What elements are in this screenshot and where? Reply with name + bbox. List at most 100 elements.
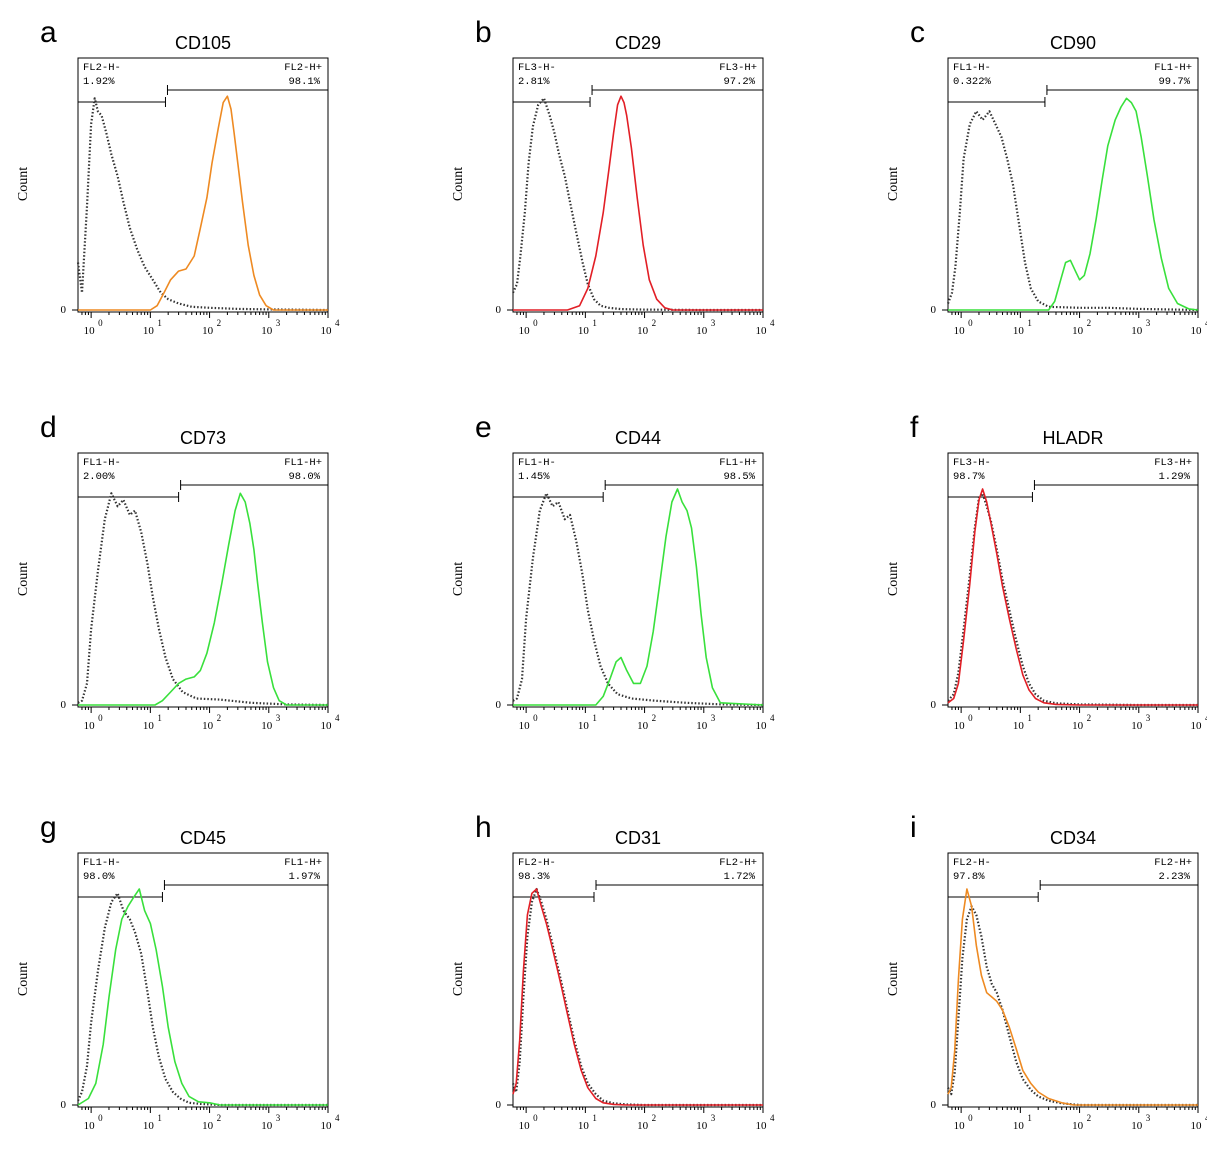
y-tick-label-zero: 0	[61, 304, 67, 316]
x-tick-label: 10	[696, 720, 708, 732]
y-tick-label-zero: 0	[496, 304, 502, 316]
chart-panel-b: b CD29 Count 0 10 0 10 1 10 2 10 3 10 4 FL3-H- 2.81% FL3…	[435, 0, 835, 375]
marker-histogram-line	[513, 488, 764, 706]
x-tick-exponent: 4	[1205, 318, 1207, 328]
x-tick-label: 10	[1013, 325, 1024, 337]
x-tick-exponent: 1	[592, 1113, 597, 1123]
marker-histogram-line	[78, 95, 328, 311]
gate-left-name: FL1-H-	[953, 62, 991, 74]
x-tick-exponent: 2	[217, 318, 222, 328]
chart-title: CD44	[614, 428, 662, 448]
gate-right-percent: 98.0%	[288, 471, 320, 483]
gate-right-percent: 2.23%	[1158, 871, 1190, 883]
panel-letter: c	[910, 16, 925, 49]
axes-frame	[512, 852, 764, 1108]
marker-histogram-line	[77, 888, 328, 1106]
axes-frame	[947, 852, 1199, 1108]
marker-histogram-line	[947, 888, 1198, 1106]
x-tick-exponent: 0	[968, 713, 973, 723]
gate-left-name: FL2-H-	[518, 857, 556, 869]
gate-left-name: FL1-H-	[83, 457, 121, 469]
x-tick-label: 10	[1072, 325, 1084, 337]
x-tick-exponent: 1	[1027, 318, 1032, 328]
x-tick-label: 10	[1191, 720, 1203, 732]
x-tick-exponent: 1	[592, 318, 597, 328]
x-tick-label: 10	[261, 1120, 273, 1132]
x-tick-label: 10	[954, 720, 966, 732]
gate-left-name: FL2-H-	[953, 857, 991, 869]
x-tick-label: 10	[1191, 325, 1203, 337]
x-tick-label: 10	[696, 1120, 708, 1132]
chart-title: CD90	[1049, 33, 1097, 53]
chart-title: CD31	[614, 828, 662, 848]
panel-letter: d	[40, 411, 57, 444]
x-tick-label: 10	[321, 720, 333, 732]
panel-letter: b	[475, 16, 492, 49]
chart-panel-h: h CD31 Count 0 10 0 10 1 10 2 10 3 10 4 FL2-H- 98.3% FL2…	[435, 795, 835, 1170]
gate-left-name: FL3-H-	[953, 457, 991, 469]
x-tick-label: 10	[578, 1120, 590, 1132]
chart-panel-i: iCD34Count0100101102103104FL2-H-97.8%FL2…	[870, 795, 1207, 1170]
panel-letter: h	[475, 811, 492, 844]
x-tick-label: 10	[202, 720, 214, 732]
gate-right-percent: 1.29%	[1158, 471, 1190, 483]
x-tick-label: 10	[1072, 1120, 1084, 1132]
x-tick-exponent: 2	[652, 713, 657, 723]
panel-letter: a	[40, 16, 57, 49]
y-tick-label-zero: 0	[61, 699, 67, 711]
x-tick-exponent: 0	[533, 318, 538, 328]
x-tick-label: 10	[578, 325, 590, 337]
x-tick-exponent: 1	[157, 318, 162, 328]
x-tick-label: 10	[261, 720, 273, 732]
isotype-histogram-line	[77, 892, 328, 1107]
x-tick-label: 10	[1131, 325, 1143, 337]
x-tick-exponent: 2	[652, 318, 657, 328]
gate-left-percent: 2.81%	[518, 76, 550, 88]
chart-panel-d: d CD73 Count 0 10 0 10 1 10 2 10 3 10 4 FL1-H- 2.00% FL1…	[0, 395, 400, 770]
x-tick-exponent: 1	[1027, 713, 1032, 723]
axes-frame	[512, 57, 764, 313]
x-tick-label: 10	[756, 1120, 768, 1132]
gate-right-name: FL1-H+	[719, 457, 757, 469]
gate-right-percent: 1.97%	[288, 871, 320, 883]
y-tick-label-zero: 0	[931, 699, 937, 711]
x-tick-label: 10	[1072, 720, 1084, 732]
marker-histogram-line	[512, 888, 763, 1106]
isotype-histogram-line	[947, 492, 1198, 707]
x-tick-label: 10	[202, 1120, 214, 1132]
gate-right-name: FL3-H+	[1154, 457, 1192, 469]
x-tick-exponent: 0	[968, 1113, 973, 1123]
isotype-histogram-line	[946, 110, 1199, 312]
x-tick-exponent: 2	[652, 1113, 657, 1123]
panel-letter: g	[40, 811, 57, 844]
axes-frame	[947, 452, 1199, 708]
x-tick-exponent: 0	[98, 713, 103, 723]
gate-left-percent: 1.92%	[83, 76, 115, 88]
chart-title: CD105	[174, 33, 232, 53]
axes-frame	[77, 852, 329, 1108]
gate-left-name: FL3-H-	[518, 62, 556, 74]
gate-left-percent: 98.3%	[518, 871, 550, 883]
x-tick-exponent: 0	[98, 1113, 103, 1123]
x-tick-exponent: 3	[1146, 713, 1151, 723]
gate-left-name: FL2-H-	[83, 62, 121, 74]
gate-right-percent: 1.72%	[723, 871, 755, 883]
x-tick-exponent: 0	[533, 1113, 538, 1123]
x-tick-label: 10	[696, 325, 708, 337]
axes-frame	[77, 452, 329, 708]
isotype-histogram-line	[512, 97, 763, 312]
x-tick-label: 10	[519, 720, 531, 732]
gate-right-name: FL1-H+	[284, 857, 322, 869]
x-tick-label: 10	[321, 1120, 333, 1132]
y-tick-label-zero: 0	[931, 304, 937, 316]
gate-left-percent: 1.45%	[518, 471, 550, 483]
x-tick-exponent: 4	[335, 1113, 340, 1123]
y-tick-label-zero: 0	[931, 1099, 937, 1111]
axes-frame	[947, 57, 1199, 313]
panel-letter: i	[910, 811, 917, 844]
